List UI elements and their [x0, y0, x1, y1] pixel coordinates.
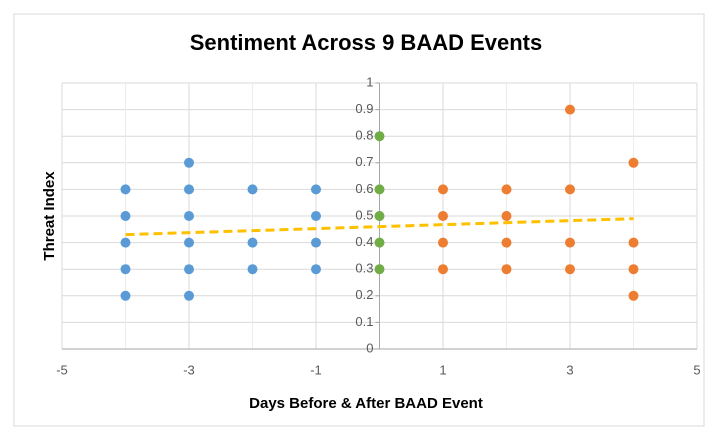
point: [311, 237, 321, 248]
point: [628, 264, 639, 275]
point: [184, 264, 194, 275]
point: [374, 184, 385, 195]
trendline: [125, 217, 634, 237]
point: [184, 237, 194, 248]
point: [501, 264, 512, 275]
point: [374, 131, 385, 142]
point: [565, 104, 575, 115]
x-tick-label: -1: [310, 362, 322, 377]
point: [311, 211, 321, 221]
point: [565, 184, 575, 195]
y-tick-label: 0.2: [355, 287, 373, 302]
y-tick-label: 0.1: [355, 314, 373, 329]
point: [120, 290, 131, 301]
point: [565, 264, 575, 275]
y-tick-label: 0.6: [355, 181, 373, 196]
y-tick-label: 1: [366, 74, 373, 89]
point: [184, 290, 194, 301]
point: [184, 211, 194, 221]
point: [120, 184, 131, 195]
point: [628, 237, 639, 248]
x-tick-label: 3: [566, 362, 573, 377]
point: [438, 237, 448, 248]
point: [120, 264, 131, 275]
point: [628, 157, 639, 168]
x-tick-label: 1: [439, 362, 446, 377]
point: [184, 184, 194, 195]
chart-title: Sentiment Across 9 BAAD Events: [190, 30, 543, 55]
point: [501, 237, 512, 248]
point: [501, 211, 512, 221]
y-tick-label: 0.5: [355, 207, 373, 222]
point: [184, 157, 194, 168]
y-tick-label: 0.8: [355, 128, 373, 143]
point: [247, 184, 258, 195]
x-axis-title: Days Before & After BAAD Event: [249, 395, 483, 412]
point: [501, 184, 512, 195]
point: [311, 264, 321, 275]
point: [120, 211, 131, 221]
y-tick-label: 0: [366, 340, 373, 355]
point: [438, 211, 448, 221]
point: [374, 211, 385, 221]
point: [247, 237, 258, 248]
point: [438, 264, 448, 275]
point: [565, 237, 575, 248]
point: [374, 237, 385, 248]
point: [311, 184, 321, 195]
y-tick-label: 0.7: [355, 154, 373, 169]
point: [374, 264, 385, 275]
x-tick-label: -5: [56, 362, 68, 377]
y-tick-label: 0.4: [355, 234, 373, 249]
x-tick-label: -3: [183, 362, 195, 377]
point: [120, 237, 131, 248]
point: [628, 290, 639, 301]
y-axis-title: Threat Index: [41, 171, 58, 261]
y-tick-label: 0.3: [355, 261, 373, 276]
y-tick-label: 0.9: [355, 101, 373, 116]
point: [438, 184, 448, 195]
x-tick-label: 5: [693, 362, 700, 377]
point: [247, 264, 258, 275]
